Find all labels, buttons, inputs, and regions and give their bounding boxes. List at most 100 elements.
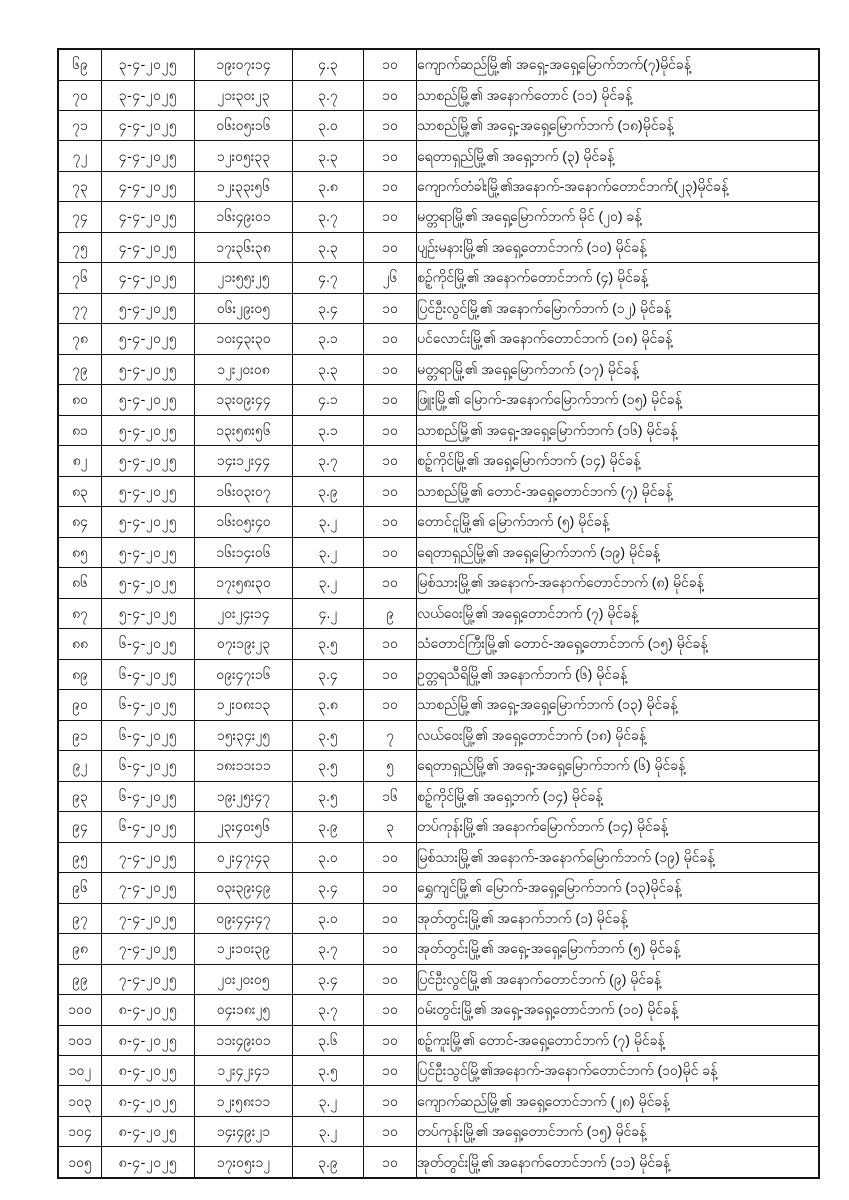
depth-cell: ၁၀ xyxy=(363,963,417,996)
location-cell: ရွှေကျင်မြို့၏ မြောက်-အရှေ့မြောက်ဘက် (၁၃… xyxy=(416,872,820,904)
row-number-cell: ၆၉ xyxy=(57,48,102,81)
depth-cell: ၁၀ xyxy=(363,79,417,111)
depth-cell: ၁၀ xyxy=(363,109,417,142)
magnitude-cell: ၃.၄ xyxy=(292,658,364,691)
location-cell: လယ်ဝေးမြို့၏ အရှေ့တောင်ဘက် (၇) မိုင်ခန့် xyxy=(416,597,820,630)
row-number-cell: ၇၂ xyxy=(57,140,102,172)
magnitude-cell: ၃.၃ xyxy=(292,231,364,264)
location-cell: ရေတာရှည်မြို့၏ အရှေ့မြောက်ဘက် (၁၉) မိုင်… xyxy=(416,536,820,569)
depth-cell: ၁၀ xyxy=(363,902,417,935)
table-row: ၈၇ ၅-၄-၂၀၂၅ ၂၀း၂၄း၁၄ ၄.၂၉လယ်ဝေးမြို့၏ အရှေ့… xyxy=(57,597,820,630)
table-row: ၉၉ ၇-၄-၂၀၂၅ ၂၀း၂၀း၀၅ ၃.၄ ၁၀ ပြင်ဦးလွင်မြို့၏ … xyxy=(57,963,820,996)
row-number-cell: ၉၁ xyxy=(57,719,102,752)
location-cell: သာစည်မြို့၏ အရှေ့-အရှေ့မြောက်ဘက် (၁၃) မိ… xyxy=(416,689,820,721)
depth-cell: ၁၀ xyxy=(363,628,417,660)
time-cell: ၁၄း၁၂း၄၄ xyxy=(194,445,293,477)
table-row: ၆၉ ၃-၄-၂၀၂၅ ၁၉း၀၇း၁၄ ၄.၃ ၁၀ ကျောက်ဆည်မြို့၏ အ… xyxy=(57,48,820,81)
magnitude-cell: ၃.၈ xyxy=(292,689,364,721)
date-cell: ၆-၄-၂၀၂၅ xyxy=(101,628,195,660)
row-number-cell: ၇၅ xyxy=(57,231,102,264)
magnitude-cell: ၃.၄ xyxy=(292,872,364,904)
time-cell: ၀၃း၃၉း၄၉ xyxy=(194,872,293,904)
location-cell: မြစ်သားမြို့၏ အနောက်-အနောက်တောင်ဘက် (၈) … xyxy=(416,567,820,599)
row-number-cell: ၈၉ xyxy=(57,658,102,691)
row-number-cell: ၇၉ xyxy=(57,353,102,386)
row-number-cell: ၉၄ xyxy=(57,811,102,843)
table-row: ၁၀၄ ၈-၄-၂၀၂၅ ၁၄း၄၉း၂၁ ၃.၂ ၁၀ တပ်ကုန်းမြို့၏ အ… xyxy=(57,1115,820,1148)
table-row: ၇၅ ၄-၄-၂၀၂၅ ၁၇း၃၆း၃၈ ၃.၃ ၁၀ ပျဉ်းမနားမြို့၏ အ… xyxy=(57,231,820,264)
depth-cell: ၁၀ xyxy=(363,841,417,874)
magnitude-cell: ၃.၅ xyxy=(292,719,364,752)
table-row: ၉၀ ၆-၄-၂၀၂၅ ၁၂း၀၈း၁၃ ၃.၈ ၁၀ သာစည်မြို့၏ အရှေ့… xyxy=(57,689,820,721)
table-row: ၁၀၀ ၈-၄-၂၀၂၅ ၀၄း၁၈း၂၅ ၃.၇ ၁၀ ဝမ်းတွင်းမြို့၏ … xyxy=(57,994,820,1026)
magnitude-cell: ၃.၁ xyxy=(292,323,364,355)
date-cell: ၄-၄-၂၀၂၅ xyxy=(101,140,195,172)
time-cell: ၁၆း၀၃း၀၇ xyxy=(194,475,293,508)
depth-cell: ၁၀ xyxy=(363,658,417,691)
date-cell: ၇-၄-၂၀၂၅ xyxy=(101,902,195,935)
table-row: ၉၄ ၆-၄-၂၀၂၅ ၂၃း၄၀း၅၆ ၃.၉၃တပ်ကုန်းမြို့၏ အနေ… xyxy=(57,811,820,843)
row-number-cell: ၈၆ xyxy=(57,567,102,599)
table-row: ၉၈ ၇-၄-၂၀၂၅ ၁၂း၁၀း၃၉ ၃.၇ ၁၀ အုတ်တွင်းမြို့၏ အ… xyxy=(57,933,820,965)
date-cell: ၃-၄-၂၀၂၅ xyxy=(101,79,195,111)
table-row: ၁၀၃ ၈-၄-၂၀၂၅ ၁၂း၅၈း၁၁ ၃.၂ ၁၀ ကျောက်ဆည်မြို့၏ … xyxy=(57,1085,820,1117)
location-cell: ပြင်ဦးလွင်မြို့၏ အနောက်တောင်ဘက် (၉) မိုင… xyxy=(416,963,820,996)
depth-cell: ၁၀ xyxy=(363,689,417,721)
magnitude-cell: ၃.၅ xyxy=(292,780,364,813)
date-cell: ၅-၄-၂၀၂၅ xyxy=(101,597,195,630)
time-cell: ၂၁း၅၅း၂၅ xyxy=(194,262,293,294)
time-cell: ၁၇း၀၅း၁၂ xyxy=(194,1146,293,1179)
magnitude-cell: ၃.၇ xyxy=(292,79,364,111)
magnitude-cell: ၃.၇ xyxy=(292,201,364,233)
table-row: ၈၁ ၅-၄-၂၀၂၅ ၁၃း၅၈း၅၆ ၃.၁ ၁၀ သာစည်မြို့၏ အရှေ့… xyxy=(57,414,820,447)
table-row: ၇၃ ၄-၄-၂၀၂၅ ၁၂း၃၃း၅၆ ၃.၈ ၁၀ ကျောက်တံခါးမြို့၏… xyxy=(57,170,820,203)
date-cell: ၅-၄-၂၀၂၅ xyxy=(101,445,195,477)
depth-cell: ၁၀ xyxy=(363,292,417,325)
date-cell: ၃-၄-၂၀၂၅ xyxy=(101,48,195,81)
time-cell: ၁၇း၅၈း၃၀ xyxy=(194,567,293,599)
time-cell: ၁၂း၁၀း၃၉ xyxy=(194,933,293,965)
date-cell: ၄-၄-၂၀၂၅ xyxy=(101,109,195,142)
table-row: ၇၁ ၄-၄-၂၀၂၅ ၀၆း၀၅း၁၆ ၃.၀ ၁၀ သာစည်မြို့၏ အရှေ့… xyxy=(57,109,820,142)
magnitude-cell: ၃.၃ xyxy=(292,140,364,172)
table-row: ၇၉ ၅-၄-၂၀၂၅ ၁၂း၂၀း၀၈ ၃.၃ ၁၀ မတ္တရာမြို့၏ အရှေ… xyxy=(57,353,820,386)
row-number-cell: ၉၂ xyxy=(57,750,102,782)
depth-cell: ၂၆ xyxy=(363,262,417,294)
location-cell: မတ္တရာမြို့၏ အရှေ့မြောက်ဘက် မိုင် (၂၀) ခ… xyxy=(416,201,820,233)
date-cell: ၆-၄-၂၀၂၅ xyxy=(101,719,195,752)
time-cell: ၁၉း၂၅း၄၇ xyxy=(194,780,293,813)
table-row: ၇၈ ၅-၄-၂၀၂၅ ၁၀း၄၃း၃၀ ၃.၁ ၁၀ ပင်လောင်းမြို့၏ အ… xyxy=(57,323,820,355)
date-cell: ၄-၄-၂၀၂၅ xyxy=(101,170,195,203)
time-cell: ၀၆း၂၉း၀၅ xyxy=(194,292,293,325)
depth-cell: ၁၀ xyxy=(363,872,417,904)
row-number-cell: ၈၀ xyxy=(57,384,102,416)
depth-cell: ၁၆ xyxy=(363,780,417,813)
depth-cell: ၁၀ xyxy=(363,1146,417,1179)
date-cell: ၄-၄-၂၀၂၅ xyxy=(101,262,195,294)
magnitude-cell: ၃.၅ xyxy=(292,1054,364,1087)
row-number-cell: ၁၀၄ xyxy=(57,1115,102,1148)
row-number-cell: ၈၃ xyxy=(57,475,102,508)
date-cell: ၈-၄-၂၀၂၅ xyxy=(101,1054,195,1087)
table-row: ၇၂ ၄-၄-၂၀၂၅ ၁၂း၀၅း၃၃ ၃.၃ ၁၀ ရေတာရှည်မြို့၏ အရ… xyxy=(57,140,820,172)
magnitude-cell: ၃.၉ xyxy=(292,811,364,843)
time-cell: ၁၈း၁၁း၁၁ xyxy=(194,750,293,782)
date-cell: ၆-၄-၂၀၂၅ xyxy=(101,750,195,782)
earthquake-table-body: ၆၉ ၃-၄-၂၀၂၅ ၁၉း၀၇း၁၄ ၄.၃ ၁၀ ကျောက်ဆည်မြို့၏ အ… xyxy=(57,48,820,1179)
date-cell: ၇-၄-၂၀၂၅ xyxy=(101,933,195,965)
magnitude-cell: ၃.၂ xyxy=(292,1085,364,1117)
date-cell: ၈-၄-၂၀၂၅ xyxy=(101,1024,195,1057)
date-cell: ၅-၄-၂၀၂၅ xyxy=(101,475,195,508)
magnitude-cell: ၄.၂ xyxy=(292,597,364,630)
row-number-cell: ၇၁ xyxy=(57,109,102,142)
table-row: ၇၆ ၄-၄-၂၀၂၅ ၂၁း၅၅း၂၅ ၄.၇ ၂၆ စဉ့်ကိုင်မြို့၏ အ… xyxy=(57,262,820,294)
time-cell: ၁၃း၅၈း၅၆ xyxy=(194,414,293,447)
table-row: ၉၇ ၇-၄-၂၀၂၅ ၀၉း၄၄း၄၇ ၃.၀ ၁၀ အုတ်တွင်းမြို့၏ အ… xyxy=(57,902,820,935)
location-cell: တောင်ငူမြို့၏ မြောက်ဘက် (၅) မိုင်ခန့် xyxy=(416,506,820,538)
time-cell: ၁၄း၄၉း၂၁ xyxy=(194,1115,293,1148)
row-number-cell: ၈၂ xyxy=(57,445,102,477)
location-cell: လယ်ဝေးမြို့၏ အရှေ့တောင်ဘက် (၁၈) မိုင်ခန့… xyxy=(416,719,820,752)
location-cell: ကျောက်ဆည်မြို့၏ အရှေ့တောင်ဘက် (၂၈) မိုင်… xyxy=(416,1085,820,1117)
magnitude-cell: ၃.၇ xyxy=(292,445,364,477)
